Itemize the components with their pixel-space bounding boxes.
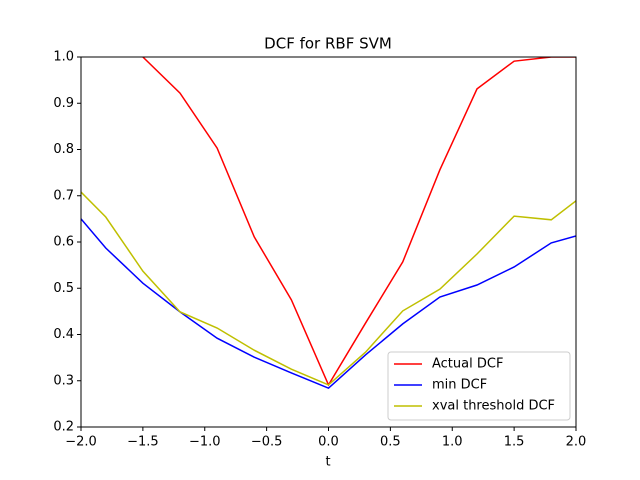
legend-label: Actual DCF: [432, 357, 503, 372]
x-tick-label: −1.5: [127, 435, 159, 450]
series-line: [81, 218, 576, 390]
x-tick-label: −0.5: [251, 435, 283, 450]
x-tick-label: 1.5: [504, 435, 525, 450]
y-tick-label: 0.2: [53, 420, 74, 435]
y-tick-label: 0.5: [53, 281, 74, 296]
y-tick-label: 1.0: [53, 50, 74, 65]
y-tick-label: 0.3: [53, 373, 74, 388]
x-tick-label: −1.0: [189, 435, 221, 450]
legend-label: xval threshold DCF: [432, 399, 555, 414]
legend-box: [387, 351, 571, 421]
y-tick-label: 0.8: [53, 142, 74, 157]
legend-label: min DCF: [432, 378, 487, 393]
x-tick-label: 0.0: [318, 435, 339, 450]
x-tick-label: 2.0: [566, 435, 587, 450]
x-tick-label: 0.5: [380, 435, 401, 450]
plot-area: [81, 57, 576, 390]
y-tick-label: 0.4: [53, 327, 74, 342]
x-tick-label: 1.0: [442, 435, 463, 450]
y-tick-label: 0.9: [53, 96, 74, 111]
y-tick-label: 0.6: [53, 235, 74, 250]
x-tick-label: −2.0: [65, 435, 97, 450]
y-tick-label: 0.7: [53, 188, 74, 203]
x-axis-label: t: [325, 455, 330, 470]
chart-title: DCF for RBF SVM: [264, 35, 392, 53]
series-line: [81, 191, 576, 386]
